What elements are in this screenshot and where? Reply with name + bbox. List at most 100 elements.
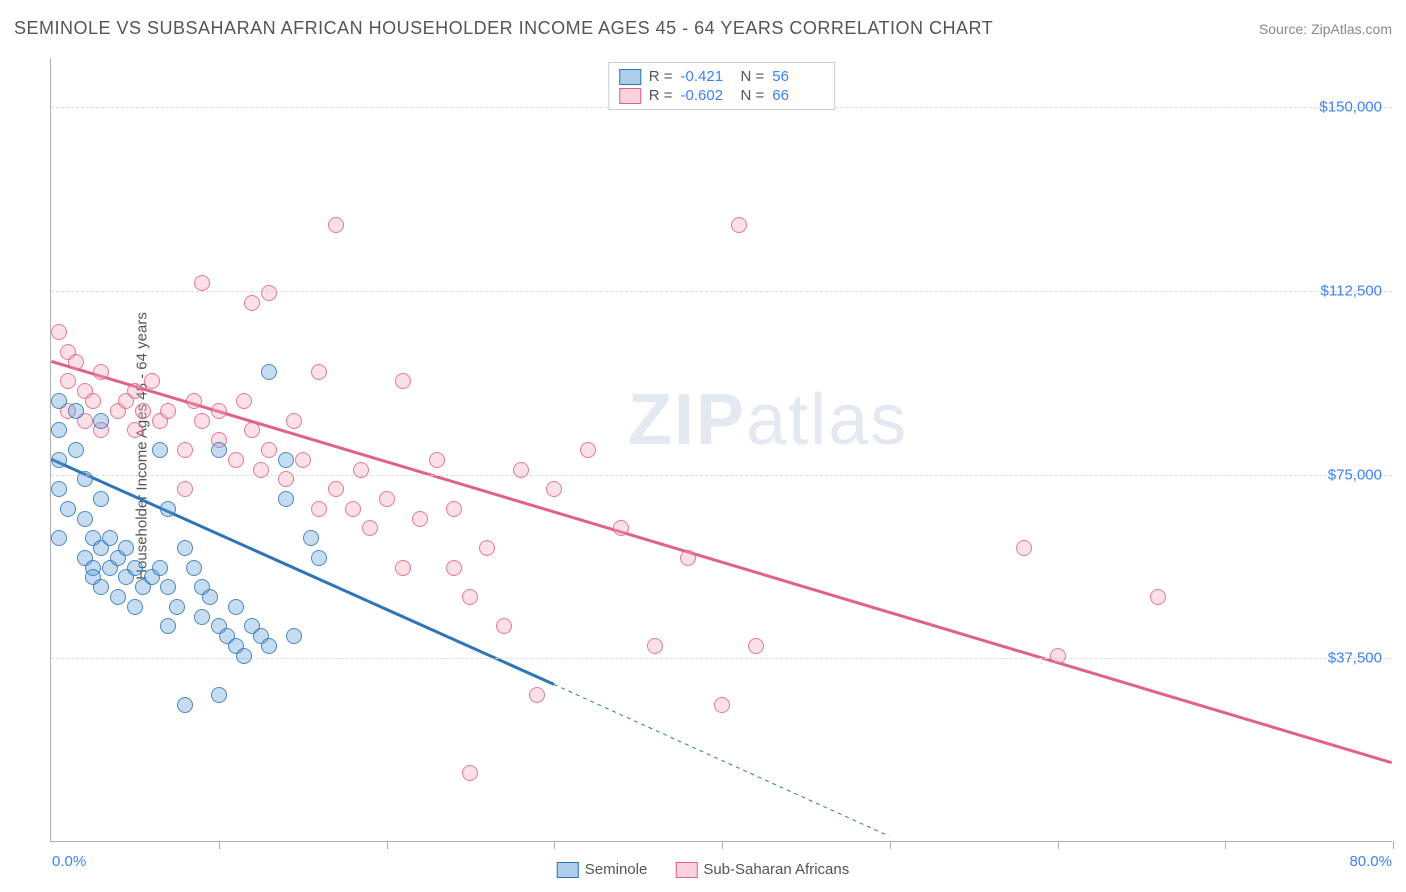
data-point xyxy=(202,589,218,605)
data-point xyxy=(51,393,67,409)
data-point xyxy=(51,324,67,340)
x-tick xyxy=(722,841,723,849)
data-point xyxy=(286,413,302,429)
data-point xyxy=(395,373,411,389)
data-point xyxy=(228,599,244,615)
data-point xyxy=(93,491,109,507)
data-point xyxy=(345,501,361,517)
data-point xyxy=(546,481,562,497)
correlation-legend: R = -0.421N = 56R = -0.602N = 66 xyxy=(608,62,836,110)
data-point xyxy=(194,609,210,625)
data-point xyxy=(311,364,327,380)
data-point xyxy=(127,599,143,615)
data-point xyxy=(51,422,67,438)
data-point xyxy=(479,540,495,556)
data-point xyxy=(211,442,227,458)
legend-swatch xyxy=(619,88,641,104)
data-point xyxy=(186,560,202,576)
data-point xyxy=(731,217,747,233)
legend-item: Seminole xyxy=(557,861,648,878)
x-tick-label-min: 0.0% xyxy=(52,853,86,870)
data-point xyxy=(462,589,478,605)
data-point xyxy=(303,530,319,546)
stat-n-label: N = xyxy=(741,68,765,85)
x-tick xyxy=(387,841,388,849)
data-point xyxy=(379,491,395,507)
data-point xyxy=(748,638,764,654)
data-point xyxy=(295,452,311,468)
y-tick-label: $37,500 xyxy=(1328,650,1382,667)
data-point xyxy=(211,687,227,703)
x-tick xyxy=(554,841,555,849)
data-point xyxy=(395,560,411,576)
data-point xyxy=(160,403,176,419)
data-point xyxy=(110,589,126,605)
x-tick-label-max: 80.0% xyxy=(1349,853,1392,870)
data-point xyxy=(68,354,84,370)
watermark-light: atlas xyxy=(746,380,908,460)
stat-r-label: R = xyxy=(649,68,673,85)
data-point xyxy=(412,511,428,527)
data-point xyxy=(85,393,101,409)
x-tick xyxy=(1225,841,1226,849)
data-point xyxy=(311,550,327,566)
data-point xyxy=(278,452,294,468)
data-point xyxy=(1150,589,1166,605)
data-point xyxy=(328,481,344,497)
data-point xyxy=(186,393,202,409)
data-point xyxy=(127,422,143,438)
chart-source: Source: ZipAtlas.com xyxy=(1259,21,1392,37)
data-point xyxy=(278,491,294,507)
data-point xyxy=(353,462,369,478)
data-point xyxy=(177,442,193,458)
data-point xyxy=(1016,540,1032,556)
legend-stat-row: R = -0.421N = 56 xyxy=(619,67,825,86)
y-tick-label: $112,500 xyxy=(1321,282,1382,299)
x-tick xyxy=(1393,841,1394,849)
data-point xyxy=(261,285,277,301)
data-point xyxy=(118,540,134,556)
gridline xyxy=(51,658,1392,659)
data-point xyxy=(102,530,118,546)
data-point xyxy=(152,560,168,576)
y-tick-label: $150,000 xyxy=(1319,99,1382,116)
data-point xyxy=(714,697,730,713)
data-point xyxy=(152,442,168,458)
series-legend: Seminole Sub-Saharan Africans xyxy=(557,861,849,878)
legend-item: Sub-Saharan Africans xyxy=(675,861,849,878)
data-point xyxy=(261,638,277,654)
chart-title: SEMINOLE VS SUBSAHARAN AFRICAN HOUSEHOLD… xyxy=(14,18,993,39)
data-point xyxy=(462,765,478,781)
legend-swatch xyxy=(557,862,579,878)
data-point xyxy=(496,618,512,634)
stat-n-value: 56 xyxy=(772,68,824,85)
data-point xyxy=(529,687,545,703)
x-tick xyxy=(890,841,891,849)
data-point xyxy=(244,422,260,438)
data-point xyxy=(244,295,260,311)
gridline xyxy=(51,291,1392,292)
watermark: ZIPatlas xyxy=(628,379,908,461)
data-point xyxy=(236,393,252,409)
legend-stat-row: R = -0.602N = 66 xyxy=(619,86,825,105)
data-point xyxy=(228,452,244,468)
data-point xyxy=(160,501,176,517)
data-point xyxy=(362,520,378,536)
data-point xyxy=(236,648,252,664)
x-tick xyxy=(1058,841,1059,849)
data-point xyxy=(93,364,109,380)
data-point xyxy=(194,275,210,291)
data-point xyxy=(160,579,176,595)
data-point xyxy=(77,511,93,527)
data-point xyxy=(127,560,143,576)
data-point xyxy=(93,579,109,595)
data-point xyxy=(261,442,277,458)
data-point xyxy=(513,462,529,478)
data-point xyxy=(253,462,269,478)
gridline xyxy=(51,475,1392,476)
data-point xyxy=(60,501,76,517)
data-point xyxy=(580,442,596,458)
data-point xyxy=(51,530,67,546)
stat-r-value: -0.602 xyxy=(681,87,733,104)
chart-plot-area: R = -0.421N = 56R = -0.602N = 66 ZIPatla… xyxy=(50,58,1392,842)
